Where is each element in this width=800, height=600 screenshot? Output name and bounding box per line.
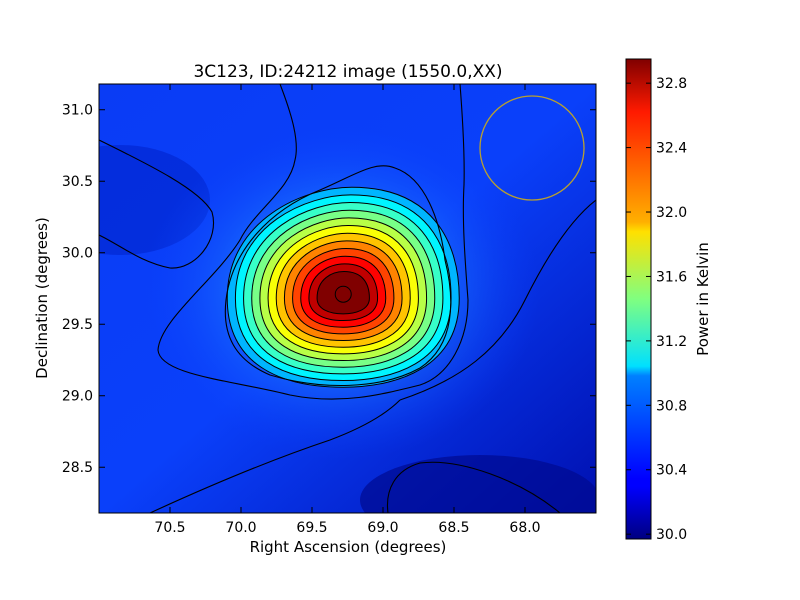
colorbar-tick-label: 30.8 bbox=[656, 398, 687, 414]
y-tick-label: 29.5 bbox=[62, 317, 93, 333]
colorbar-axis: 30.0 30.4 30.8 31.2 31.6 32.0 32.4 32.8 bbox=[626, 76, 687, 543]
y-axis: 28.5 29.0 29.5 30.0 30.5 31.0 bbox=[62, 103, 596, 476]
dark-region-lower-right bbox=[360, 455, 596, 513]
colorbar-tick-label: 31.6 bbox=[656, 269, 687, 285]
y-tick-label: 31.0 bbox=[62, 103, 93, 119]
x-tick-label: 69.0 bbox=[367, 520, 398, 536]
source-peak bbox=[334, 285, 352, 303]
plot-area bbox=[99, 84, 596, 513]
colorbar-tick-label: 32.4 bbox=[656, 141, 687, 157]
colorbar bbox=[625, 58, 652, 540]
contour-outer-left bbox=[99, 139, 214, 269]
x-tick-label: 68.5 bbox=[438, 520, 469, 536]
x-tick-label: 70.5 bbox=[154, 520, 185, 536]
colorbar-tick-label: 30.4 bbox=[656, 463, 687, 479]
y-tick-label: 30.5 bbox=[62, 174, 93, 190]
contour-upper bbox=[157, 84, 469, 400]
colorbar-tick-label: 30.0 bbox=[656, 527, 687, 543]
y-tick-label: 29.0 bbox=[62, 389, 93, 405]
contour-lower-right bbox=[399, 199, 596, 401]
colorbar-tick-label: 32.8 bbox=[656, 76, 687, 92]
colorbar-tick-label: 32.0 bbox=[656, 205, 687, 221]
contour-mid bbox=[224, 165, 452, 387]
colorbar-tick-label: 31.2 bbox=[656, 334, 687, 350]
y-axis-label: Declination (degrees) bbox=[33, 217, 51, 379]
y-tick-label: 28.5 bbox=[62, 460, 93, 476]
contour-bottom-right bbox=[386, 461, 561, 513]
x-axis-label: Right Ascension (degrees) bbox=[250, 538, 447, 556]
contour-lower bbox=[149, 399, 401, 513]
colorbar-label: Power in Kelvin bbox=[694, 242, 712, 356]
source-levels bbox=[226, 186, 460, 388]
x-tick-label: 70.0 bbox=[225, 520, 256, 536]
plot-frame bbox=[98, 83, 597, 514]
x-tick-label: 69.5 bbox=[296, 520, 327, 536]
x-tick-label: 68.0 bbox=[509, 520, 540, 536]
chart-title: 3C123, ID:24212 image (1550.0,XX) bbox=[193, 62, 502, 82]
y-tick-label: 30.0 bbox=[62, 246, 93, 262]
x-axis: 70.5 70.0 69.5 69.0 68.5 68.0 bbox=[154, 84, 541, 536]
beam-circle bbox=[479, 95, 585, 201]
